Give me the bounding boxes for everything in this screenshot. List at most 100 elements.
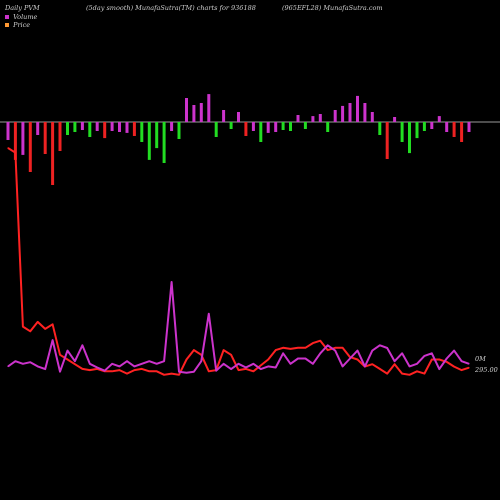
volume-point [312,363,314,365]
price-point [371,363,373,365]
legend-volume: Volume [5,13,37,21]
price-last-label: 295.00 [475,366,498,374]
volume-point [386,347,388,349]
volume-bar [415,122,419,139]
volume-bar [185,98,188,122]
price-point [118,369,121,371]
volume-point [446,357,448,360]
volume-bar [400,122,404,142]
volume-bar [28,122,32,172]
volume-bar [363,103,367,122]
volume-line [7,281,470,374]
price-line [7,147,470,376]
volume-bar [95,122,99,131]
volume-point [401,352,403,354]
price-point [446,361,448,363]
price-point [223,349,225,351]
price-point [468,367,470,369]
chart-title-left: Daily PVM [5,4,40,12]
volume-point [230,368,232,370]
volume-point [185,372,188,374]
price-point [14,152,16,154]
volume-last-label: 0M [475,355,486,363]
volume-bar [452,122,456,137]
price-point [44,328,46,330]
volume-bar [214,122,218,137]
volume-point [7,365,9,367]
volume-point [394,360,396,362]
volume-bar [162,122,166,163]
price-point [461,369,463,371]
volume-bar [408,122,411,154]
volume-bar [370,112,374,122]
price-point [163,374,165,376]
volume-bar [393,117,397,122]
volume-point [245,366,247,369]
volume-point [237,363,240,365]
volume-point [334,350,336,352]
volume-point [453,350,455,352]
price-point [37,321,39,323]
volume-point [89,363,91,365]
price-point [52,323,54,325]
volume-point [371,350,373,352]
volume-bar [259,122,263,142]
volume-point [267,365,269,367]
volume-bar [6,122,10,140]
price-point [22,326,24,328]
volume-point [14,360,16,362]
volume-point [29,361,31,363]
volume-point [342,365,344,367]
volume-bar [430,122,434,129]
volume-bar [73,122,77,132]
volume-point [364,365,366,367]
price-point [289,348,292,350]
volume-bar [199,103,203,122]
volume-point [200,360,202,362]
volume-point [416,363,418,365]
volume-bar [58,122,62,151]
volume-bar [311,116,315,122]
volume-point [118,365,121,367]
price-point [423,373,425,375]
volume-bar [170,122,174,131]
price-point [416,370,418,372]
volume-bar [303,122,307,129]
price-point [74,363,76,365]
volume-point [208,313,210,315]
volume-bar [251,122,255,131]
volume-bar [341,105,345,122]
volume-bar [385,122,389,159]
price-point [267,358,269,361]
price-point [208,370,210,372]
volume-point [431,352,433,354]
volume-point [304,357,306,360]
volume-bar [348,103,352,122]
volume-point [44,368,46,370]
volume-bar [318,114,322,122]
volume-point [163,360,165,362]
volume-point [111,363,113,365]
price-point [178,374,180,376]
volume-bar [192,105,196,122]
volume-point [260,368,262,370]
price-point [133,369,135,371]
volume-point [126,360,128,362]
volume-bar [13,122,17,160]
volume-point [96,366,98,369]
volume-bar [140,122,144,142]
volume-bar [356,95,359,122]
price-point [111,370,113,372]
volume-bar [244,122,248,136]
volume-bar [21,122,25,155]
chart-title-middle: (5day smooth) MunafaSutra(TM) charts for… [86,4,256,12]
legend-volume-label: Volume [13,13,38,21]
volume-point [148,360,150,362]
price-point [312,342,314,344]
price-point [327,349,329,351]
volume-point [408,365,411,367]
price-point [379,368,381,370]
price-point [141,368,143,370]
volume-bar [326,122,330,132]
price-point [394,363,396,365]
